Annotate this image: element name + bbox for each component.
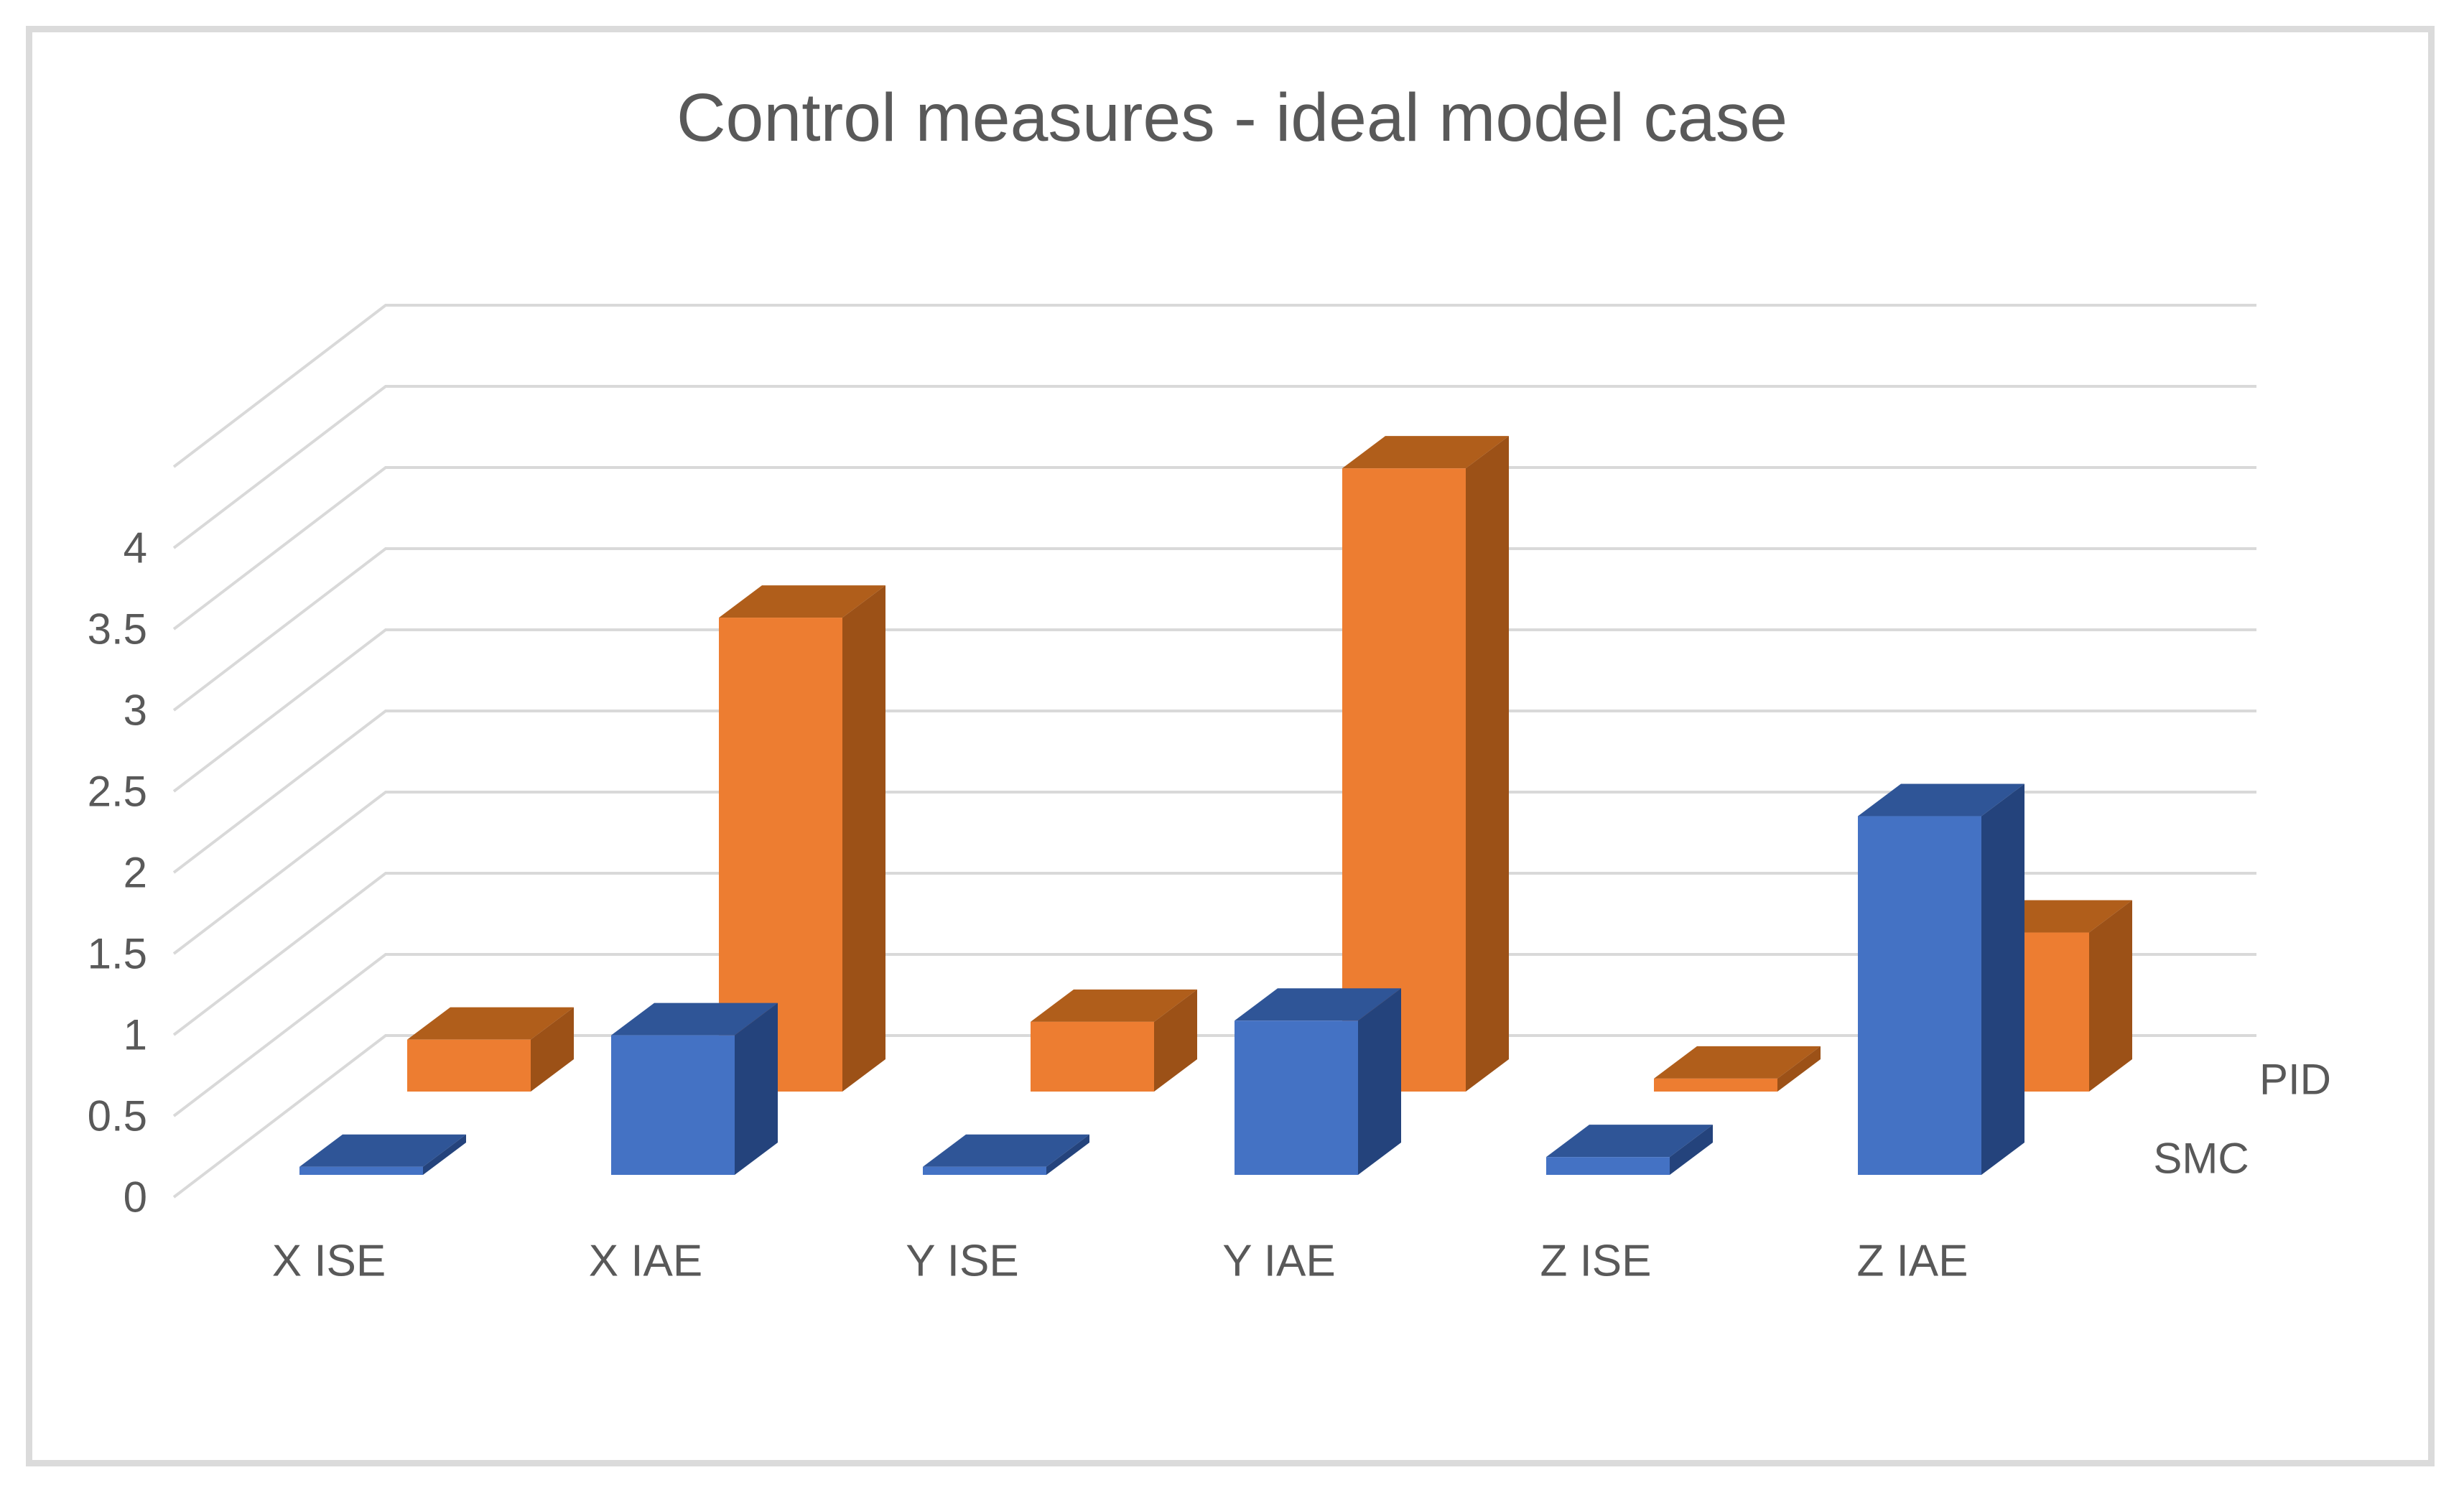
gridline xyxy=(172,304,2256,468)
gridline xyxy=(172,1034,2256,1199)
gridline xyxy=(172,547,2256,712)
bar-top-pid-y-ise xyxy=(1031,989,1197,1022)
bar-smc-y-iae xyxy=(1235,1020,1358,1175)
bar-side-pid-z-ise xyxy=(1777,1046,1821,1092)
bar-top-smc-z-ise xyxy=(1546,1125,1713,1158)
bar-side-smc-z-ise xyxy=(1670,1125,1713,1175)
y-tick-label: 1.5 xyxy=(88,930,147,978)
category-label-x-iae: X IAE xyxy=(589,1237,703,1286)
category-label-z-ise: Z ISE xyxy=(1540,1237,1651,1286)
series-label-pid: PID xyxy=(2259,1056,2331,1104)
y-tick-label: 1 xyxy=(124,1011,147,1059)
y-tick-label: 2 xyxy=(124,849,147,897)
bar-top-pid-x-ise xyxy=(407,1007,574,1040)
gridline xyxy=(172,466,2256,631)
bar-side-pid-y-ise xyxy=(1154,989,1197,1092)
bar-top-smc-x-ise xyxy=(299,1134,466,1167)
bar-top-pid-z-ise xyxy=(1654,1046,1821,1079)
gridline xyxy=(172,872,2256,1036)
bar-side-pid-z-iae xyxy=(2089,900,2132,1092)
bar-side-smc-y-ise xyxy=(1046,1134,1089,1175)
y-tick-label: 3 xyxy=(124,687,147,735)
series-label-smc: SMC xyxy=(2153,1135,2249,1183)
bar-smc-z-iae xyxy=(1858,816,1981,1175)
gridline xyxy=(172,710,2256,874)
bar-smc-z-ise xyxy=(1546,1157,1670,1175)
bar-top-smc-z-iae xyxy=(1858,783,2024,817)
bar-pid-z-ise xyxy=(1654,1078,1777,1092)
bar-top-pid-y-iae xyxy=(1342,436,1509,469)
y-tick-label: 2.5 xyxy=(88,768,147,816)
bar-top-smc-y-iae xyxy=(1235,988,1401,1021)
category-label-x-ise: X ISE xyxy=(272,1237,386,1286)
bar-side-pid-x-iae xyxy=(842,585,885,1092)
bar-smc-x-iae xyxy=(611,1035,735,1175)
y-tick-label: 0 xyxy=(124,1173,147,1222)
chart-title: Control measures - ideal model case xyxy=(676,80,1788,156)
y-tick-label: 4 xyxy=(124,524,147,572)
bar-side-pid-x-ise xyxy=(531,1007,574,1092)
chart-border xyxy=(26,26,2435,1466)
bar-side-smc-z-iae xyxy=(1981,783,2024,1175)
bar-top-pid-x-iae xyxy=(719,585,885,618)
bar-side-smc-y-iae xyxy=(1358,988,1401,1175)
gridline xyxy=(172,953,2256,1117)
gridline xyxy=(172,385,2256,549)
gridline xyxy=(172,628,2256,793)
bar-side-smc-x-ise xyxy=(423,1134,466,1175)
category-label-y-iae: Y IAE xyxy=(1222,1237,1335,1286)
bar-pid-x-ise xyxy=(407,1039,531,1092)
bar-smc-y-ise xyxy=(923,1166,1046,1175)
bar-top-smc-x-iae xyxy=(611,1003,778,1036)
gridline xyxy=(172,791,2256,955)
bar-side-pid-y-iae xyxy=(1466,436,1509,1092)
bar-smc-x-ise xyxy=(299,1166,423,1175)
category-label-z-iae: Z IAE xyxy=(1856,1237,1968,1286)
bar-pid-y-ise xyxy=(1031,1021,1154,1092)
category-label-y-ise: Y ISE xyxy=(906,1237,1018,1286)
y-tick-label: 3.5 xyxy=(88,605,147,654)
bar-top-smc-y-ise xyxy=(923,1134,1089,1167)
y-tick-label: 0.5 xyxy=(88,1092,147,1140)
bar-side-smc-x-iae xyxy=(735,1003,778,1175)
bar-pid-y-iae xyxy=(1342,468,1466,1092)
